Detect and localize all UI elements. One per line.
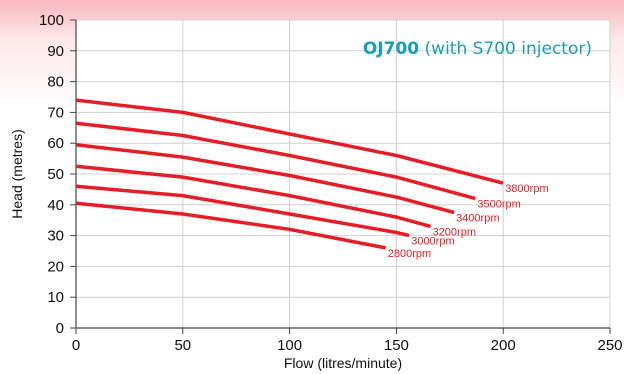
y-tick-label: 80 xyxy=(47,74,64,91)
x-tick-label: 0 xyxy=(72,337,80,354)
series-label-3000rpm: 3000rpm xyxy=(411,236,454,248)
series-line-3000rpm xyxy=(75,184,410,238)
curve-labels: 3800rpm 3500rpm 3400rpm3200rpm3000rpm2800r… xyxy=(388,183,549,260)
x-tick-label: 150 xyxy=(384,337,409,354)
chart-title-model: OJ700 xyxy=(363,39,419,59)
series-label-3800rpm: 3800rpm xyxy=(505,183,548,195)
tick-labels: 0 10 20 30 40 50 60 70 80 90 100 0 50 100 150 200 250 xyxy=(39,12,623,354)
series-line-3200rpm xyxy=(75,164,432,229)
x-tick-label: 200 xyxy=(491,337,516,354)
chart-title-subtitle: (with S700 injector) xyxy=(419,39,592,59)
x-axis-title: Flow (litres/minute) xyxy=(284,355,402,371)
x-tick-label: 100 xyxy=(277,337,302,354)
series-label-3200rpm: 3200rpm xyxy=(433,226,476,238)
x-tick-label: 50 xyxy=(174,337,191,354)
y-tick-label: 100 xyxy=(39,12,64,29)
series-line-3500rpm xyxy=(75,121,476,201)
x-tick-label: 250 xyxy=(597,337,622,354)
series-label-2800rpm: 2800rpm xyxy=(388,248,431,260)
series-curves xyxy=(75,98,504,250)
axes xyxy=(70,19,611,334)
series-line-3800rpm xyxy=(75,98,504,185)
series-line-2800rpm xyxy=(75,201,387,250)
y-tick-label: 0 xyxy=(56,320,64,337)
grid-lines xyxy=(76,19,611,328)
y-tick-label: 50 xyxy=(47,166,64,183)
y-tick-label: 20 xyxy=(47,258,64,275)
series-label-3400rpm: 3400rpm xyxy=(456,213,499,225)
series-line-3400rpm xyxy=(75,142,455,215)
y-tick-label: 90 xyxy=(47,43,64,60)
y-axis-title: Head (metres) xyxy=(9,129,25,218)
y-tick-label: 10 xyxy=(47,289,64,306)
chart-title: OJ700 (with S700 injector) xyxy=(363,39,592,59)
y-tick-label: 60 xyxy=(47,135,64,152)
series-label-3500rpm: 3500rpm xyxy=(477,199,520,211)
y-tick-label: 40 xyxy=(47,197,64,214)
y-tick-label: 30 xyxy=(47,228,64,245)
y-tick-label: 70 xyxy=(47,104,64,121)
